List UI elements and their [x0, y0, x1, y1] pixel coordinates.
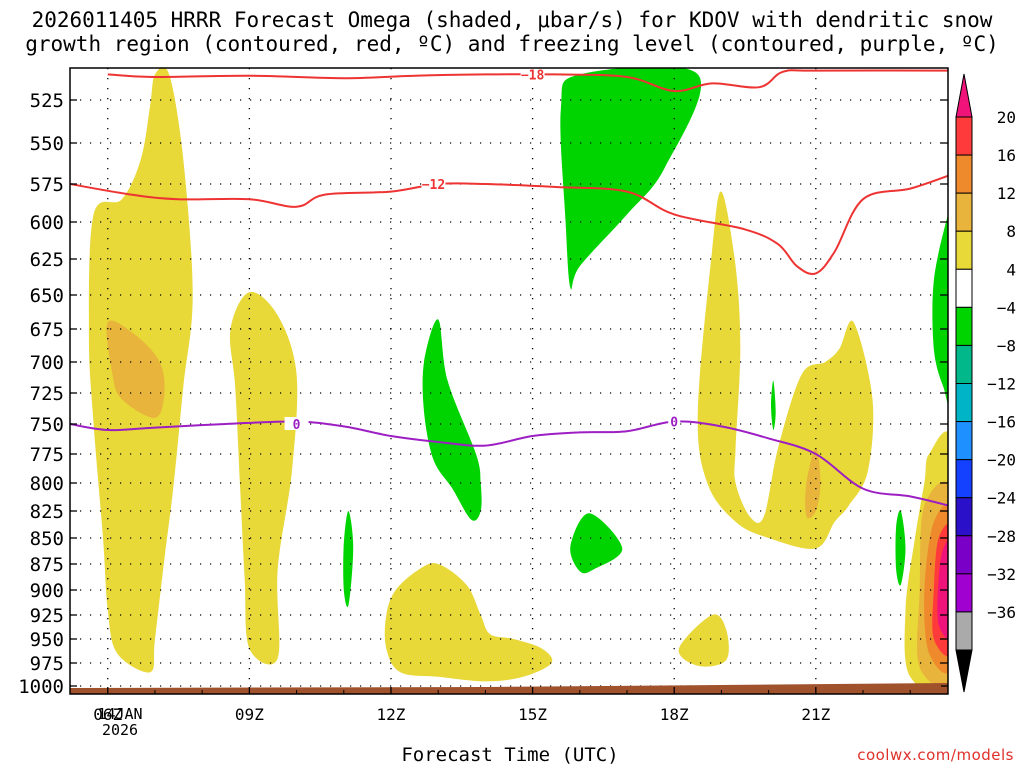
- omega-region-14: [343, 510, 354, 608]
- ytick-label-950: 950: [30, 629, 64, 651]
- xtick-label-12Z: 12Z: [377, 705, 406, 724]
- colorbar-label-1: 16: [997, 146, 1016, 165]
- ytick-label-700: 700: [30, 352, 64, 374]
- colorbar-label-6: −8: [997, 336, 1016, 355]
- colorbar-cell-1: [955, 154, 973, 194]
- ytick-label-775: 775: [30, 444, 64, 466]
- chart-title: 2026011405 HRRR Forecast Omega (shaded, …: [0, 8, 1024, 56]
- omega-region-15: [570, 513, 623, 574]
- xtick-label-15Z: 15Z: [518, 705, 547, 724]
- ytick-label-975: 975: [30, 653, 64, 675]
- contour-label--12: −12: [422, 178, 445, 193]
- contour--12: [70, 174, 948, 275]
- ytick-label-675: 675: [30, 319, 64, 341]
- xtick-label-06Z: 06Z: [93, 705, 122, 724]
- plot-frame: [69, 67, 949, 695]
- colorbar-label-12: −32: [987, 565, 1016, 584]
- contour-0: [70, 420, 948, 507]
- colorbar-cell-7: [955, 383, 973, 423]
- omega-region-4: [697, 191, 874, 549]
- terrain-band: [70, 683, 948, 694]
- colorbar-label-10: −24: [987, 489, 1016, 508]
- colorbar-label-2: 12: [997, 184, 1016, 203]
- x-axis-label: Forecast Time (UTC): [401, 744, 619, 766]
- colorbar-label-3: 8: [1006, 222, 1016, 241]
- ytick-label-550: 550: [30, 133, 64, 155]
- colorbar-cell-12: [955, 573, 973, 613]
- date-day: 14JAN: [97, 705, 143, 723]
- ytick-label-650: 650: [30, 285, 64, 307]
- ytick-label-800: 800: [30, 473, 64, 495]
- ytick-label-1000: 1000: [18, 676, 64, 698]
- colorbar-cell-5: [955, 306, 973, 346]
- title-line-1: 2026011405 HRRR Forecast Omega (shaded, …: [31, 8, 993, 32]
- omega-region-3: [384, 563, 553, 682]
- colorbar-label-0: 20: [997, 108, 1016, 127]
- colorbar-cell-3: [955, 230, 973, 270]
- colorbar-cell-9: [955, 459, 973, 499]
- annotation-bg-0: [668, 414, 681, 428]
- colorbar-cell-6: [955, 344, 973, 384]
- ytick-label-625: 625: [30, 249, 64, 271]
- credit-link[interactable]: coolwx.com/models: [857, 746, 1014, 764]
- date-year: 2026: [101, 721, 139, 739]
- colorbar-label-8: −16: [987, 413, 1016, 432]
- colorbar-label-9: −20: [987, 451, 1016, 470]
- contour-label-bg-0: [284, 417, 309, 430]
- contour-label-0: 0: [293, 418, 301, 433]
- date-label: 14JAN 2026: [80, 706, 160, 738]
- axes: 525 550 575 600 625 650 675 700 725 750 775 800 825 8…: [18, 90, 948, 724]
- omega-shading: [88, 68, 948, 694]
- ytick-label-725: 725: [30, 383, 64, 405]
- omega-region-6: [678, 614, 729, 667]
- ytick-label-600: 600: [30, 212, 64, 234]
- contour--18: [107, 69, 948, 93]
- ytick-label-525: 525: [30, 90, 64, 112]
- colorbar-cell-11: [955, 535, 973, 575]
- xtick-label-21Z: 21Z: [801, 705, 830, 724]
- colorbar-cell-2: [955, 192, 973, 232]
- omega-region-16: [771, 380, 776, 431]
- colorbar-label-11: −28: [987, 527, 1016, 546]
- colorbar-cell-13: [955, 611, 973, 651]
- omega-region-18: [932, 214, 948, 406]
- colorbar-top-triangle: [955, 73, 973, 118]
- colorbar-cell-8: [955, 421, 973, 461]
- omega-region-5: [805, 448, 821, 519]
- ytick-label-575: 575: [30, 174, 64, 196]
- ytick-label-850: 850: [30, 528, 64, 550]
- colorbar-bottom-triangle: [955, 649, 973, 693]
- contour-label-bg--18: [520, 68, 545, 81]
- terrain-ground: [70, 683, 948, 694]
- title-line-2: growth region (contoured, red, ºC) and f…: [25, 32, 999, 56]
- colorbar-cell-4: [955, 268, 973, 308]
- xtick-label-09Z: 09Z: [235, 705, 264, 724]
- omega-region-2: [229, 291, 298, 665]
- xtick-label-18Z: 18Z: [660, 705, 689, 724]
- colorbar-label-4: 4: [1006, 260, 1016, 279]
- colorbar-label-13: −36: [987, 603, 1016, 622]
- ytick-label-875: 875: [30, 554, 64, 576]
- contour-lines: −18 −12 0 0: [70, 68, 948, 507]
- colorbar-cell-10: [955, 497, 973, 537]
- omega-region-12: [560, 68, 702, 290]
- colorbar-cell-0: [955, 116, 973, 156]
- ytick-label-900: 900: [30, 580, 64, 602]
- annotation-0: 0: [670, 416, 678, 431]
- colorbar-label-5: −4: [997, 298, 1016, 317]
- omega-region-17: [895, 510, 906, 586]
- ytick-label-825: 825: [30, 501, 64, 523]
- ytick-label-925: 925: [30, 605, 64, 627]
- ytick-label-750: 750: [30, 414, 64, 436]
- contour-label-bg--12: [421, 177, 446, 190]
- colorbar: 20 16 12 8 4 −4 −8 −12 −16 −20 −24 −28 −32 −36: [955, 73, 1016, 693]
- omega-region-13: [422, 319, 482, 521]
- colorbar-label-7: −12: [987, 375, 1016, 394]
- contour-label--18: −18: [521, 68, 545, 83]
